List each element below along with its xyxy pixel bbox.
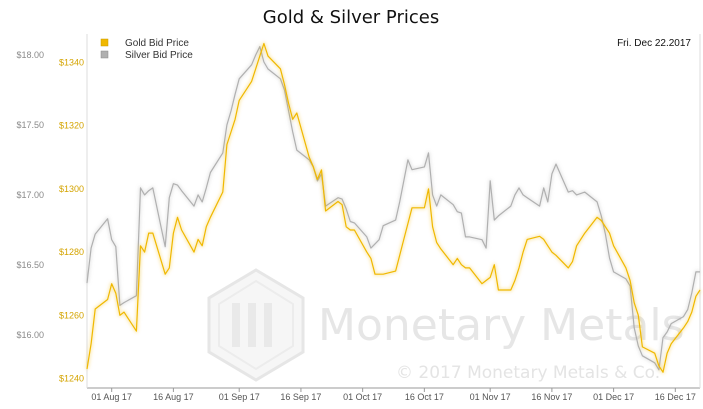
x-tick-label: 16 Oct 17 [405, 392, 444, 402]
legend-swatch-gold [100, 38, 109, 47]
silver-y-tick-label: $17.00 [16, 190, 44, 200]
gold-y-tick-label: $1340 [59, 57, 84, 67]
x-tick-label: 01 Aug 17 [91, 392, 132, 402]
x-tick-label: 16 Aug 17 [153, 392, 194, 402]
chart-title: Gold & Silver Prices [263, 7, 439, 28]
date-label: Fri. Dec 22.2017 [617, 38, 691, 49]
x-tick-label: 01 Oct 17 [343, 392, 382, 402]
gold-series-line [86, 42, 701, 373]
watermark-logo-icon [207, 268, 305, 382]
x-axis: 01 Aug 17 16 Aug 17 01 Sep 17 16 Sep 17 01 O… [91, 388, 696, 402]
x-tick-label: 16 Sep 17 [280, 392, 321, 402]
x-tick-label: 01 Sep 17 [219, 392, 260, 402]
legend-swatch-silver [100, 50, 109, 59]
gold-y-axis: $1240 $1260 $1280 $1300 $1320 $1340 [59, 57, 84, 383]
silver-y-tick-label: $16.00 [16, 330, 44, 340]
gold-y-tick-label: $1300 [59, 184, 84, 194]
silver-y-tick-label: $17.50 [16, 120, 44, 130]
silver-y-tick-label: $18.00 [16, 50, 44, 60]
gold-y-tick-label: $1320 [59, 121, 84, 131]
silver-y-tick-label: $16.50 [16, 260, 44, 270]
legend-label-silver: Silver Bid Price [125, 50, 193, 61]
watermark-brand-text: Monetary Metals [318, 300, 685, 351]
series-layer [85, 41, 702, 374]
legend-label-gold: Gold Bid Price [125, 38, 189, 49]
x-tick-label: 01 Dec 17 [593, 392, 634, 402]
x-tick-label: 16 Dec 17 [655, 392, 696, 402]
watermark: Monetary Metals © 2017 Monetary Metals &… [207, 268, 685, 383]
gold-y-tick-label: $1280 [59, 247, 84, 257]
silver-y-axis: $16.00 $16.50 $17.00 $17.50 $18.00 [16, 50, 44, 340]
x-tick-label: 16 Nov 17 [531, 392, 572, 402]
watermark-copyright: © 2017 Monetary Metals & Co. [396, 363, 660, 383]
gold-y-tick-label: $1260 [59, 310, 84, 320]
gold-y-tick-label: $1240 [59, 374, 84, 384]
x-tick-label: 01 Nov 17 [470, 392, 511, 402]
legend: Gold Bid Price Silver Bid Price [100, 38, 193, 61]
